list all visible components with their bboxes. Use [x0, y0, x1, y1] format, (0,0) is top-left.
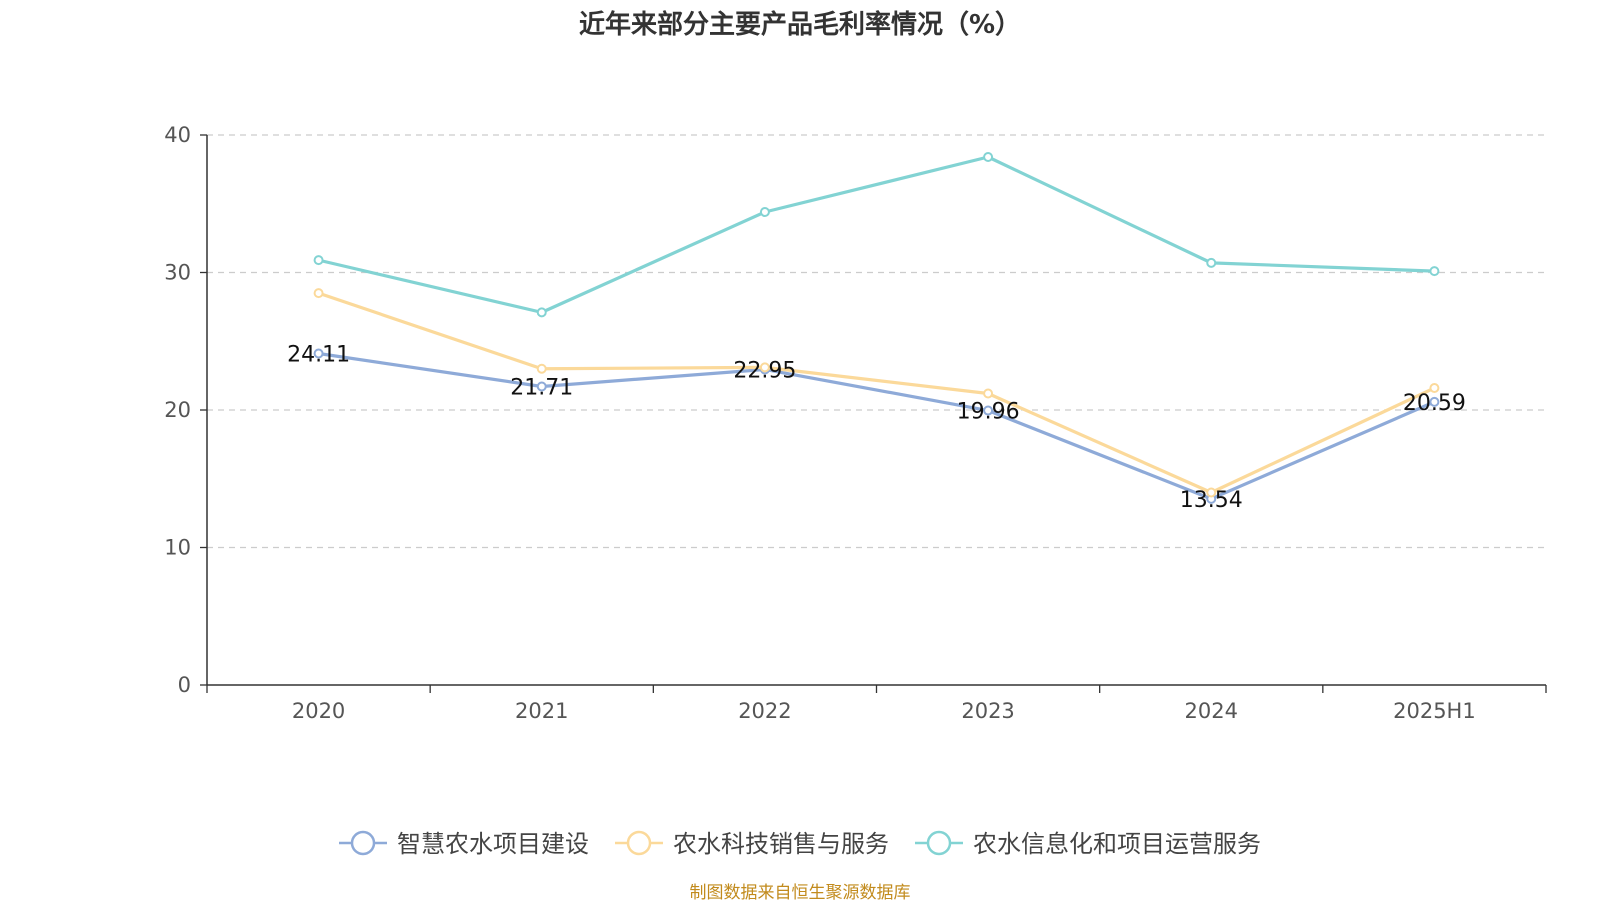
data-point [536, 307, 547, 318]
data-point [983, 405, 994, 416]
x-tick-label: 2022 [738, 699, 791, 723]
legend-label: 农水科技销售与服务 [673, 830, 889, 858]
legend-marker [350, 830, 376, 856]
data-point [313, 348, 324, 359]
y-tick-label: 20 [164, 398, 191, 422]
x-tick-label: 2023 [961, 699, 1014, 723]
data-point [536, 363, 547, 374]
series-line-3 [318, 155, 1435, 314]
legend-label: 智慧农水项目建设 [397, 830, 589, 858]
data-source-footer: 制图数据来自恒生聚源数据库 [689, 883, 911, 900]
data-point [759, 207, 770, 217]
legend-marker [626, 830, 652, 856]
chart-title: 近年来部分主要产品毛利率情况（%） [578, 10, 1022, 40]
data-point [983, 152, 994, 162]
data-label: 22.95 [733, 358, 796, 383]
data-point [1429, 396, 1440, 407]
data-point [313, 288, 324, 299]
x-tick-label: 2024 [1185, 699, 1238, 723]
series-line-1 [318, 351, 1436, 501]
data-point [536, 381, 547, 392]
data-label: 19.96 [957, 400, 1020, 425]
data-label: 20.59 [1403, 391, 1466, 416]
series-line-2 [318, 291, 1436, 495]
x-tick-label: 2021 [515, 699, 568, 723]
data-point [983, 388, 994, 399]
y-tick-label: 30 [164, 261, 191, 285]
x-tick-label: 2020 [292, 699, 345, 723]
data-label: 24.11 [287, 342, 350, 367]
y-tick-label: 10 [164, 536, 191, 560]
legend-label: 农水信息化和项目运营服务 [973, 830, 1261, 858]
legend-marker [926, 830, 952, 856]
x-tick-label: 2025H1 [1393, 699, 1476, 723]
data-point [313, 255, 324, 266]
data-point [1429, 383, 1440, 393]
data-label: 21.71 [510, 375, 573, 400]
y-tick-label: 40 [164, 123, 191, 147]
data-point [1206, 257, 1217, 268]
data-point [1206, 487, 1217, 498]
data-point [1429, 266, 1440, 277]
y-tick-label: 0 [178, 673, 191, 697]
data-label: 13.54 [1180, 488, 1243, 513]
data-point [759, 362, 770, 373]
